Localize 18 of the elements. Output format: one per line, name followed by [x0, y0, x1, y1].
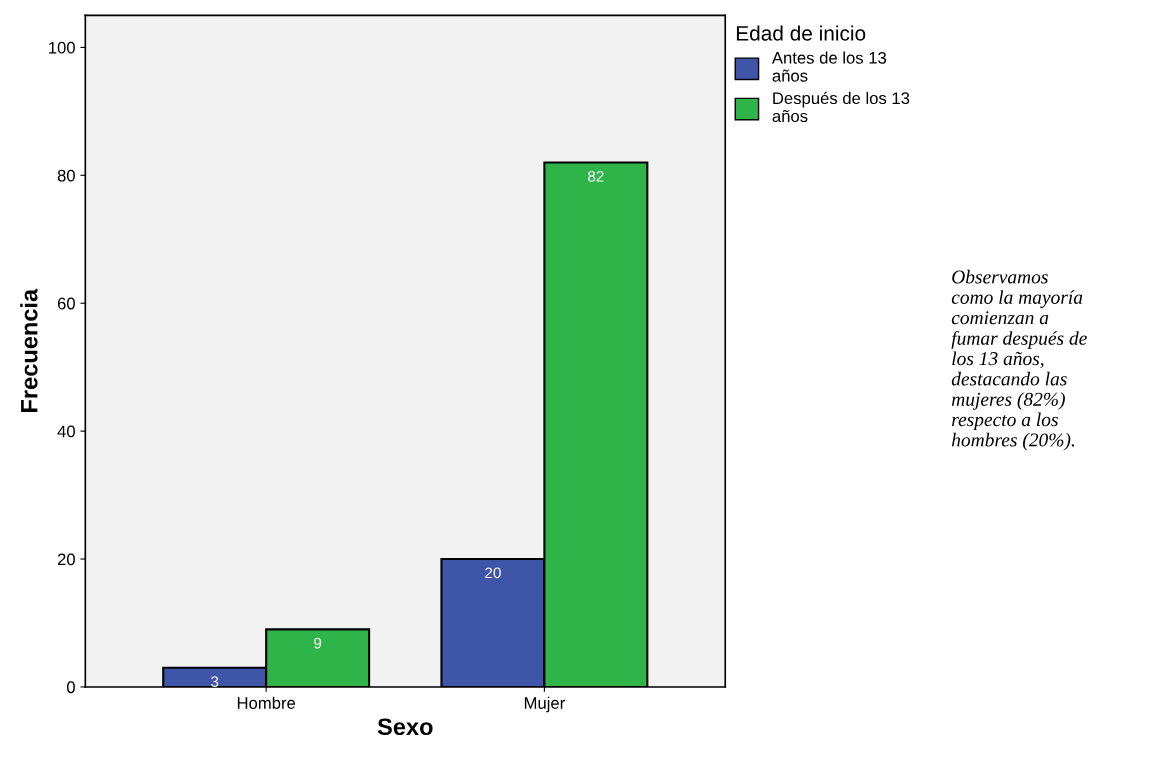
data-label: 3: [211, 676, 219, 687]
data-label: 9: [314, 637, 322, 649]
y-tick-label: 20: [57, 553, 75, 566]
x-tick-label: Mujer: [524, 696, 565, 713]
y-tick-label: 80: [57, 169, 75, 182]
x-axis-title: Sexo: [377, 718, 433, 736]
data-label: 20: [485, 567, 501, 579]
y-tick-label: 40: [57, 425, 75, 438]
y-tick-label: 60: [57, 297, 75, 310]
legend-label: Antes de los 13 años: [771, 51, 887, 82]
legend-title: Edad de inicio: [736, 25, 866, 41]
text: Observamos como la mayoría comienzan a fumar después de los 13 años, destacando las mujeres (82%) respecto a los hombres (20%).: [951, 269, 1087, 451]
y-axis-title: Frecuencia: [20, 288, 38, 412]
data-label: 82: [588, 170, 604, 182]
legend-label: Después de los 13 años: [772, 91, 910, 123]
y-tick-label: 100: [49, 41, 75, 54]
x-tick-label: Hombre: [237, 696, 296, 709]
y-tick-label: 0: [66, 681, 75, 694]
